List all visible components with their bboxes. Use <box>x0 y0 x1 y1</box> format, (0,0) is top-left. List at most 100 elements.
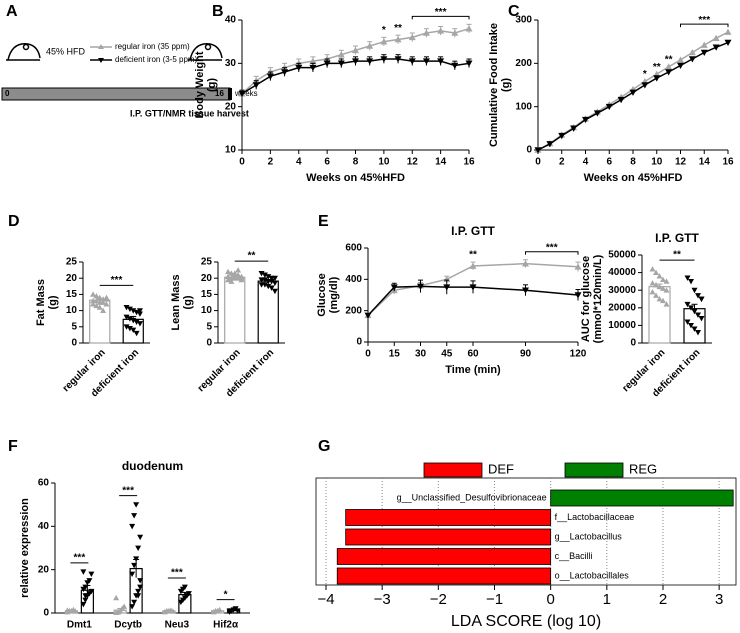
y-tick-label: 20 <box>201 273 213 284</box>
data-point <box>649 280 656 286</box>
y-tick-label: 100 <box>515 101 532 112</box>
significance-label: ** <box>653 62 661 73</box>
panel-letter: D <box>8 213 20 230</box>
endpoint-label: I.P. GTT/NMR tissue harvest <box>130 108 249 118</box>
y-tick-label: 50000 <box>608 250 636 261</box>
marker <box>677 56 684 63</box>
x-tick-label: 14 <box>699 157 711 168</box>
x-tick-label: −4 <box>317 591 334 608</box>
y-tick-label: 40000 <box>608 267 636 278</box>
data-point <box>100 307 107 313</box>
legend-swatch <box>423 462 483 478</box>
marker <box>724 39 732 47</box>
data-point <box>103 294 110 301</box>
y-tick-label: 400 <box>345 274 362 285</box>
significance-label: ** <box>248 251 256 262</box>
x-tick-label: 120 <box>570 349 587 360</box>
significance-bracket <box>411 15 470 20</box>
data-point <box>656 283 663 290</box>
marker <box>443 284 451 291</box>
y-tick-label: 20 <box>225 101 237 112</box>
marker <box>366 58 374 65</box>
data-point <box>133 319 140 325</box>
y-tick-label: 300 <box>515 15 532 26</box>
significance-label: *** <box>435 7 447 18</box>
y-axis-label: (g) <box>206 78 218 92</box>
significance-label: *** <box>546 242 558 253</box>
y-tick-label: 25 <box>66 257 78 268</box>
data-point <box>684 301 691 308</box>
significance-label: ** <box>469 250 477 261</box>
data-point <box>133 502 140 508</box>
x-tick-label: 1 <box>603 591 611 608</box>
data-point <box>129 571 136 577</box>
x-tick-label: 4 <box>583 157 589 168</box>
marker <box>665 69 673 76</box>
marker <box>522 287 529 294</box>
data-point <box>90 291 97 297</box>
marker <box>574 292 582 299</box>
y-tick-label: 20000 <box>608 302 636 313</box>
y-axis-label: Lean Mass <box>170 274 182 330</box>
x-tick-label: Hif2α <box>213 620 239 631</box>
bar <box>345 528 552 546</box>
chart-title: duodenum <box>122 459 183 473</box>
data-point <box>235 271 242 278</box>
data-point <box>216 606 223 613</box>
marker <box>574 263 582 270</box>
data-point <box>82 584 89 590</box>
data-point <box>131 599 138 606</box>
data-point <box>225 276 232 283</box>
data-point <box>115 608 122 615</box>
data-point <box>86 578 93 584</box>
bar-label: g__Lactobacillus <box>555 531 623 541</box>
data-point <box>126 306 133 312</box>
data-point <box>82 593 89 599</box>
x-tick-label: 90 <box>520 349 532 360</box>
bar-label: o__Lactobacillales <box>555 570 630 580</box>
data-point <box>93 302 100 309</box>
marker <box>408 58 416 65</box>
marker <box>582 116 589 124</box>
y-axis-label: (g) <box>47 295 59 309</box>
chart-title: I.P. GTT <box>451 224 495 238</box>
panel-letter: F <box>8 438 18 455</box>
x-tick-label: −3 <box>374 591 391 608</box>
data-point <box>656 296 663 302</box>
legend-label: regular iron (35 ppm) <box>115 42 190 51</box>
marker <box>469 262 477 269</box>
marker <box>309 64 317 72</box>
data-point <box>93 297 100 304</box>
x-tick-label: 6 <box>324 157 330 168</box>
data-point <box>688 279 694 285</box>
data-point <box>129 523 136 530</box>
y-tick-label: 200 <box>345 305 362 316</box>
data-point <box>656 273 663 279</box>
data-point <box>698 315 705 322</box>
data-point <box>137 534 144 541</box>
data-point <box>228 278 235 284</box>
data-point <box>265 283 272 290</box>
marker <box>323 60 331 67</box>
data-point <box>261 272 268 278</box>
data-point <box>695 293 701 299</box>
y-tick-label: 0 <box>71 338 77 349</box>
x-tick-label: Neu3 <box>165 620 190 631</box>
significance-label: *** <box>122 485 134 496</box>
marker <box>665 63 673 70</box>
data-point <box>80 601 87 608</box>
data-point <box>136 311 143 317</box>
marker <box>364 312 372 319</box>
y-tick-label: 25 <box>201 257 213 268</box>
marker <box>281 69 289 76</box>
y-axis-label: Glucose <box>316 273 328 316</box>
data-point <box>103 301 110 307</box>
x-tick-label: Dmt1 <box>67 620 92 631</box>
data-point <box>231 270 238 276</box>
data-point <box>688 305 694 311</box>
bar <box>345 509 552 526</box>
x-tick-label: 2 <box>659 591 667 608</box>
y-tick-label: 20 <box>66 273 78 284</box>
